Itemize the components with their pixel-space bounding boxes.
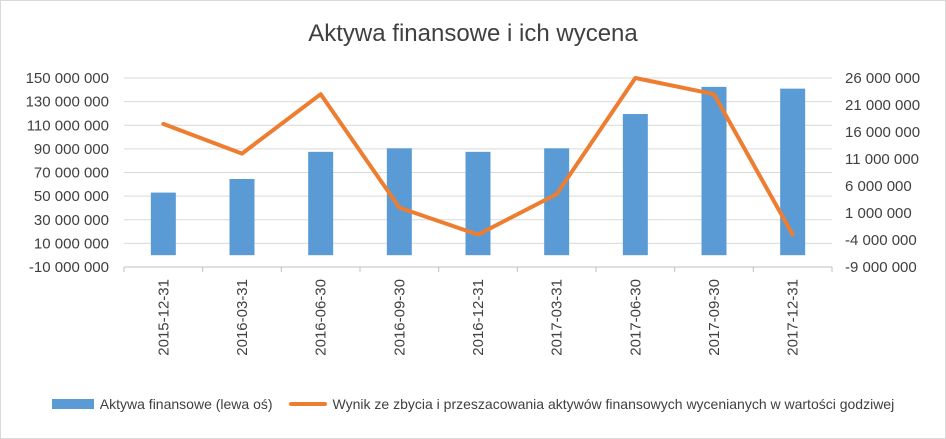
line-point	[477, 234, 479, 236]
left-axis-tick-label: 70 000 000	[34, 165, 109, 182]
right-axis-tick-label: 26 000 000	[845, 70, 920, 87]
chart-title: Aktywa finansowe i ich wycena	[308, 20, 638, 47]
x-axis-tick-label: 2017-03-31	[549, 279, 566, 356]
legend-label-line: Wynik ze zbycia i przeszacowania aktywów…	[332, 396, 895, 412]
legend: Aktywa finansowe (lewa oś) Wynik ze zbyc…	[0, 396, 946, 412]
legend-item-line: Wynik ze zbycia i przeszacowania aktywów…	[288, 396, 895, 412]
line-point	[320, 93, 322, 95]
left-axis-tick-label: 90 000 000	[34, 141, 109, 158]
x-axis-tick-label: 2016-06-30	[313, 279, 330, 356]
left-axis-tick-label: 110 000 000	[27, 117, 109, 134]
bar	[150, 192, 176, 256]
legend-swatch-bar	[51, 399, 94, 409]
bar	[308, 151, 334, 256]
right-axis-tick-label: 1 000 000	[845, 205, 912, 222]
line-point	[713, 93, 715, 95]
right-axis-tick-label: -9 000 000	[845, 259, 917, 276]
x-axis-tick-label: 2015-12-31	[155, 279, 172, 356]
axes: -10 000 000 10 000 000 30 000 000 50 000 00…	[26, 70, 921, 356]
line-point	[556, 193, 558, 195]
x-axis-tick-label: 2016-12-31	[470, 279, 487, 356]
x-axis-tick-label: 2016-09-30	[391, 279, 408, 356]
right-axis-tick-label: -4 000 000	[845, 232, 917, 249]
x-axis-tick-label: 2017-06-30	[627, 279, 644, 356]
right-axis-tick-label: 11 000 000	[845, 151, 919, 168]
legend-swatch-line	[288, 402, 327, 406]
bar	[544, 148, 570, 256]
bar	[701, 86, 727, 256]
bar	[465, 151, 491, 256]
left-axis-tick-label: 10 000 000	[34, 235, 109, 252]
left-axis-tick-label: 150 000 000	[26, 70, 109, 87]
left-axis-tick-label: -10 000 000	[29, 259, 109, 276]
left-axis-tick-label: 30 000 000	[34, 212, 109, 229]
bar-series	[150, 86, 806, 256]
line-series	[161, 76, 795, 237]
line-point	[162, 123, 164, 125]
bar	[780, 88, 806, 256]
line-point	[634, 77, 636, 79]
bar	[386, 148, 412, 256]
x-axis-tick-label: 2017-12-31	[785, 279, 802, 356]
right-axis-tick-label: 6 000 000	[845, 178, 912, 195]
right-axis-tick-label: 21 000 000	[845, 97, 920, 114]
bar	[229, 178, 255, 256]
right-axis-tick-label: 16 000 000	[845, 124, 920, 141]
line-point	[792, 234, 794, 236]
x-axis-tick-label: 2017-09-30	[706, 279, 723, 356]
line-point	[398, 207, 400, 209]
bar	[622, 114, 648, 256]
line-point	[241, 153, 243, 155]
legend-label-bars: Aktywa finansowe (lewa oś)	[99, 396, 273, 412]
x-axis-tick-label: 2016-03-31	[234, 279, 251, 356]
left-axis-tick-label: 50 000 000	[34, 188, 109, 205]
left-axis-tick-label: 130 000 000	[26, 94, 109, 111]
legend-item-bars: Aktywa finansowe (lewa oś)	[51, 396, 273, 412]
